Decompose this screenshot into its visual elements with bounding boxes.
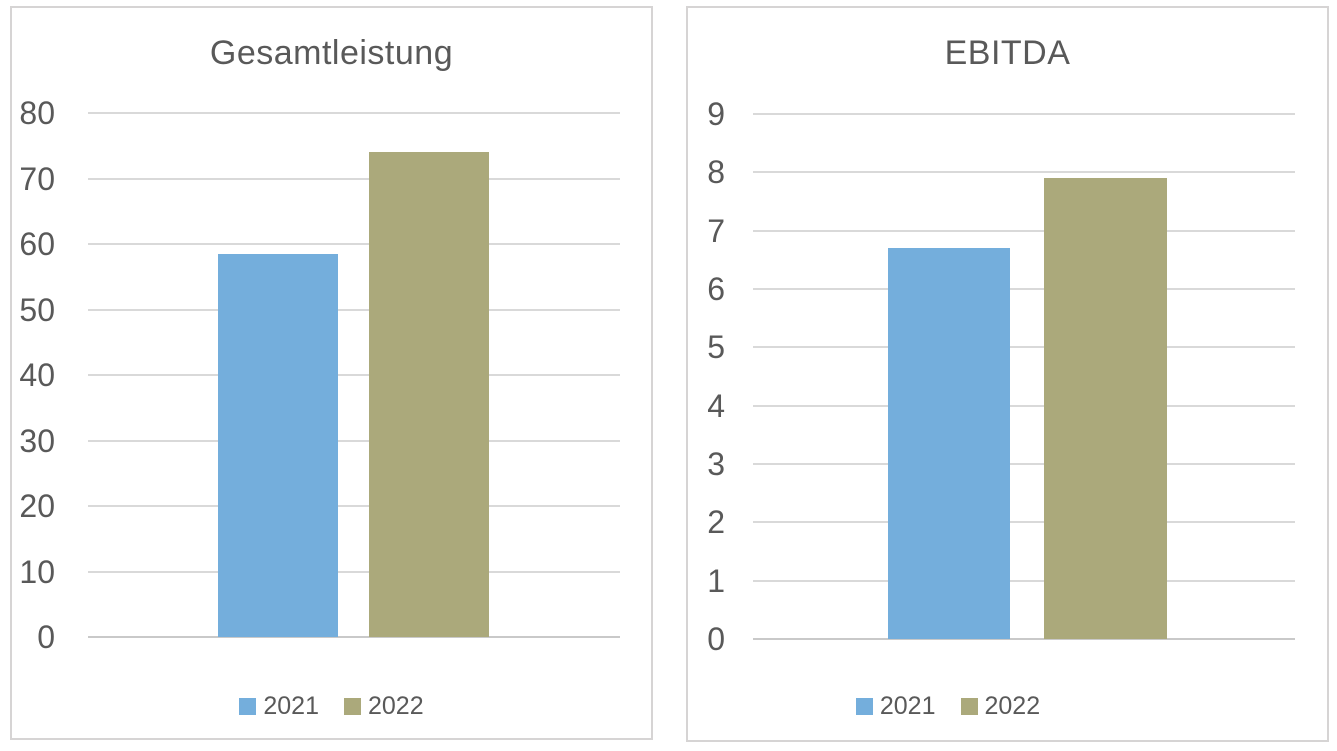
chart-panel-ebitda: EBITDA 0 1 2 3 4 5 6 7 8 9 2021 2022 bbox=[686, 6, 1329, 742]
gridline bbox=[88, 308, 620, 311]
chart-panel-gesamtleistung: Gesamtleistung 0 10 20 30 40 50 60 70 80 2021 202… bbox=[10, 6, 653, 740]
y-axis-tick-label: 9 bbox=[707, 96, 725, 132]
gridline bbox=[753, 229, 1295, 232]
chart-title-gesamtleistung: Gesamtleistung bbox=[209, 34, 454, 72]
legend-label-2022: 2022 bbox=[368, 691, 424, 720]
y-axis-tick-label: 3 bbox=[707, 446, 725, 482]
x-axis-line bbox=[753, 638, 1295, 640]
legend-gesamtleistung: 2021 2022 bbox=[12, 689, 651, 723]
legend-ebitda: 2021 2022 bbox=[688, 689, 1208, 723]
bar-2021 bbox=[218, 253, 338, 637]
gridline bbox=[753, 521, 1295, 524]
bar-2022 bbox=[369, 152, 489, 637]
y-axis-tick-label: 70 bbox=[19, 160, 55, 197]
y-axis-tick-label: 20 bbox=[19, 488, 55, 524]
y-axis-tick-label: 50 bbox=[19, 291, 55, 328]
gridline bbox=[88, 505, 620, 507]
chart-title-ebitda: EBITDA bbox=[944, 34, 1071, 72]
gridline bbox=[753, 404, 1295, 407]
legend-label-2022: 2022 bbox=[984, 691, 1041, 720]
y-axis-tick-label: 60 bbox=[19, 226, 55, 262]
bar-2022 bbox=[1044, 178, 1167, 639]
legend-swatch-2021 bbox=[239, 697, 257, 715]
y-axis-tick-label: 7 bbox=[707, 212, 725, 249]
legend-item-2022: 2022 bbox=[960, 691, 1041, 720]
y-axis-tick-label: 30 bbox=[19, 422, 55, 459]
y-axis-tick-label: 0 bbox=[707, 621, 725, 657]
bar-2021 bbox=[888, 248, 1010, 639]
y-axis-tick-label: 0 bbox=[37, 619, 55, 655]
x-axis-line bbox=[88, 636, 620, 638]
legend-item-2021: 2021 bbox=[855, 691, 936, 720]
y-axis-tick-label: 40 bbox=[19, 357, 55, 393]
gridline bbox=[88, 374, 620, 376]
gridline bbox=[753, 288, 1295, 290]
legend-swatch-2022 bbox=[960, 697, 978, 715]
gridline bbox=[88, 177, 620, 180]
y-axis-tick-label: 80 bbox=[19, 95, 55, 131]
y-axis-tick-label: 1 bbox=[707, 562, 725, 599]
gridline bbox=[753, 463, 1295, 465]
plot-area-ebitda: 0 1 2 3 4 5 6 7 8 9 bbox=[688, 8, 1327, 740]
plot-area-gesamtleistung: 0 10 20 30 40 50 60 70 80 bbox=[12, 8, 651, 738]
legend-item-2022: 2022 bbox=[344, 691, 424, 720]
y-axis-tick-label: 5 bbox=[707, 329, 725, 366]
y-axis-tick-label: 6 bbox=[707, 271, 725, 307]
gridline bbox=[88, 439, 620, 442]
y-axis-tick-label: 8 bbox=[707, 154, 725, 191]
legend-swatch-2021 bbox=[855, 697, 873, 715]
y-axis-tick-label: 10 bbox=[19, 553, 55, 590]
y-axis-tick-label: 4 bbox=[707, 387, 725, 424]
legend-swatch-2022 bbox=[344, 697, 361, 715]
gridline bbox=[753, 171, 1295, 174]
legend-item-2021: 2021 bbox=[239, 691, 319, 720]
legend-label-2021: 2021 bbox=[879, 691, 936, 720]
gridline bbox=[88, 570, 620, 573]
gridline bbox=[88, 112, 620, 114]
gridline bbox=[753, 579, 1295, 582]
gridline bbox=[753, 113, 1295, 115]
y-axis-tick-label: 2 bbox=[707, 504, 725, 541]
gridline bbox=[753, 346, 1295, 349]
legend-label-2021: 2021 bbox=[263, 691, 319, 720]
gridline bbox=[88, 243, 620, 245]
